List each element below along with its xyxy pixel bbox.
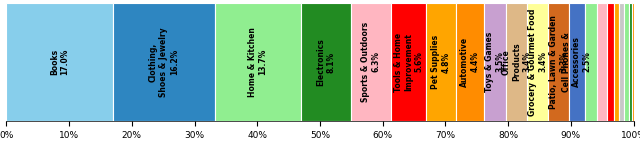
Bar [632,3,634,121]
Bar [506,3,527,121]
Bar [614,3,619,121]
Bar [6,3,113,121]
Text: Toys & Games
3.5%: Toys & Games 3.5% [485,32,504,92]
Bar [548,3,569,121]
Text: Cell Phones &
Accessories
2.5%: Cell Phones & Accessories 2.5% [562,32,592,92]
Bar [527,3,548,121]
Text: Office
Products
3.4%: Office Products 3.4% [501,43,531,81]
Bar [628,3,632,121]
Text: Books
17.0%: Books 17.0% [50,49,69,75]
Text: Clothing,
Shoes & Jewelry
16.2%: Clothing, Shoes & Jewelry 16.2% [149,27,179,97]
Bar [624,3,628,121]
Text: Sports & Outdoors
6.3%: Sports & Outdoors 6.3% [362,22,381,102]
Text: Automotive
4.4%: Automotive 4.4% [460,37,479,87]
Bar [301,3,351,121]
Bar [569,3,585,121]
Bar [585,3,597,121]
Text: Patio, Lawn & Garden
3.3%: Patio, Lawn & Garden 3.3% [549,15,568,109]
Text: Home & Kitchen
13.7%: Home & Kitchen 13.7% [248,27,268,97]
Bar [597,3,607,121]
Bar [351,3,391,121]
Text: Grocery & Gourmet Food
3.4%: Grocery & Gourmet Food 3.4% [528,8,547,116]
Bar [214,3,301,121]
Bar [391,3,426,121]
Text: Pet Supplies
4.8%: Pet Supplies 4.8% [431,35,451,89]
Bar [456,3,484,121]
Bar [619,3,624,121]
Bar [426,3,456,121]
Text: Electronics
8.1%: Electronics 8.1% [316,38,335,86]
Bar [484,3,506,121]
Text: Tools & Home
Improvement
5.6%: Tools & Home Improvement 5.6% [394,32,423,92]
Bar [607,3,614,121]
Bar [113,3,214,121]
